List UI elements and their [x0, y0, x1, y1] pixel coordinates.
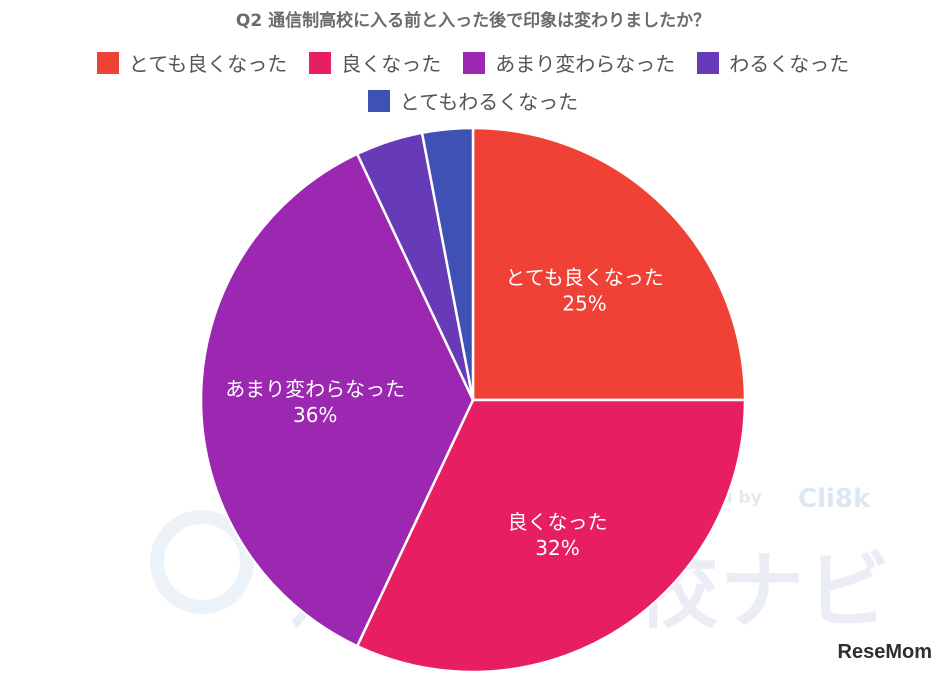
legend-label-very-bad: とてもわるくなった	[399, 90, 579, 114]
slice-unchanged-value: 36%	[293, 403, 337, 427]
slice-very-bad[interactable]	[420, 126, 475, 402]
legend-label-good: 良くなった	[341, 52, 442, 76]
legend-swatch-unchanged	[463, 51, 486, 74]
legend-swatch-good	[309, 51, 332, 74]
legend-label-unchanged: あまり変わらなった	[495, 52, 676, 76]
slice-good-value: 32%	[535, 536, 579, 560]
slice-unchanged[interactable]	[199, 152, 475, 648]
legend-item-very-bad[interactable]: とてもわるくなった	[367, 86, 579, 115]
slice-good[interactable]	[355, 398, 747, 674]
legend-row-2: とてもわるくなった	[0, 86, 946, 115]
slice-very-good-value: 25%	[562, 291, 606, 315]
legend-row-1: とても良くなった 良くなった あまり変わらなった わるくなった	[0, 48, 946, 77]
legend-label-very-good: とても良くなった	[128, 52, 288, 76]
legend-item-very-good[interactable]: とても良くなった	[96, 48, 288, 77]
legend-swatch-very-bad	[367, 89, 390, 112]
legend-label-bad: わるくなった	[729, 52, 850, 76]
chart-title: Q2 通信制高校に入る前と入った後で印象は変わりましたか？	[235, 11, 711, 31]
slice-very-good[interactable]	[471, 126, 747, 402]
legend-swatch-bad	[697, 51, 720, 74]
legend-swatch-very-good	[96, 51, 119, 74]
resemom-logo: ReseMom	[837, 641, 932, 663]
legend-item-bad[interactable]: わるくなった	[697, 48, 849, 77]
legend-item-good[interactable]: 良くなった	[309, 48, 441, 77]
slice-good-label: 良くなった	[508, 510, 608, 534]
slice-unchanged-label: あまり変わらなった	[225, 377, 405, 401]
slice-very-good-label: とても良くなった	[505, 265, 663, 289]
legend-item-unchanged[interactable]: あまり変わらなった	[463, 48, 675, 77]
